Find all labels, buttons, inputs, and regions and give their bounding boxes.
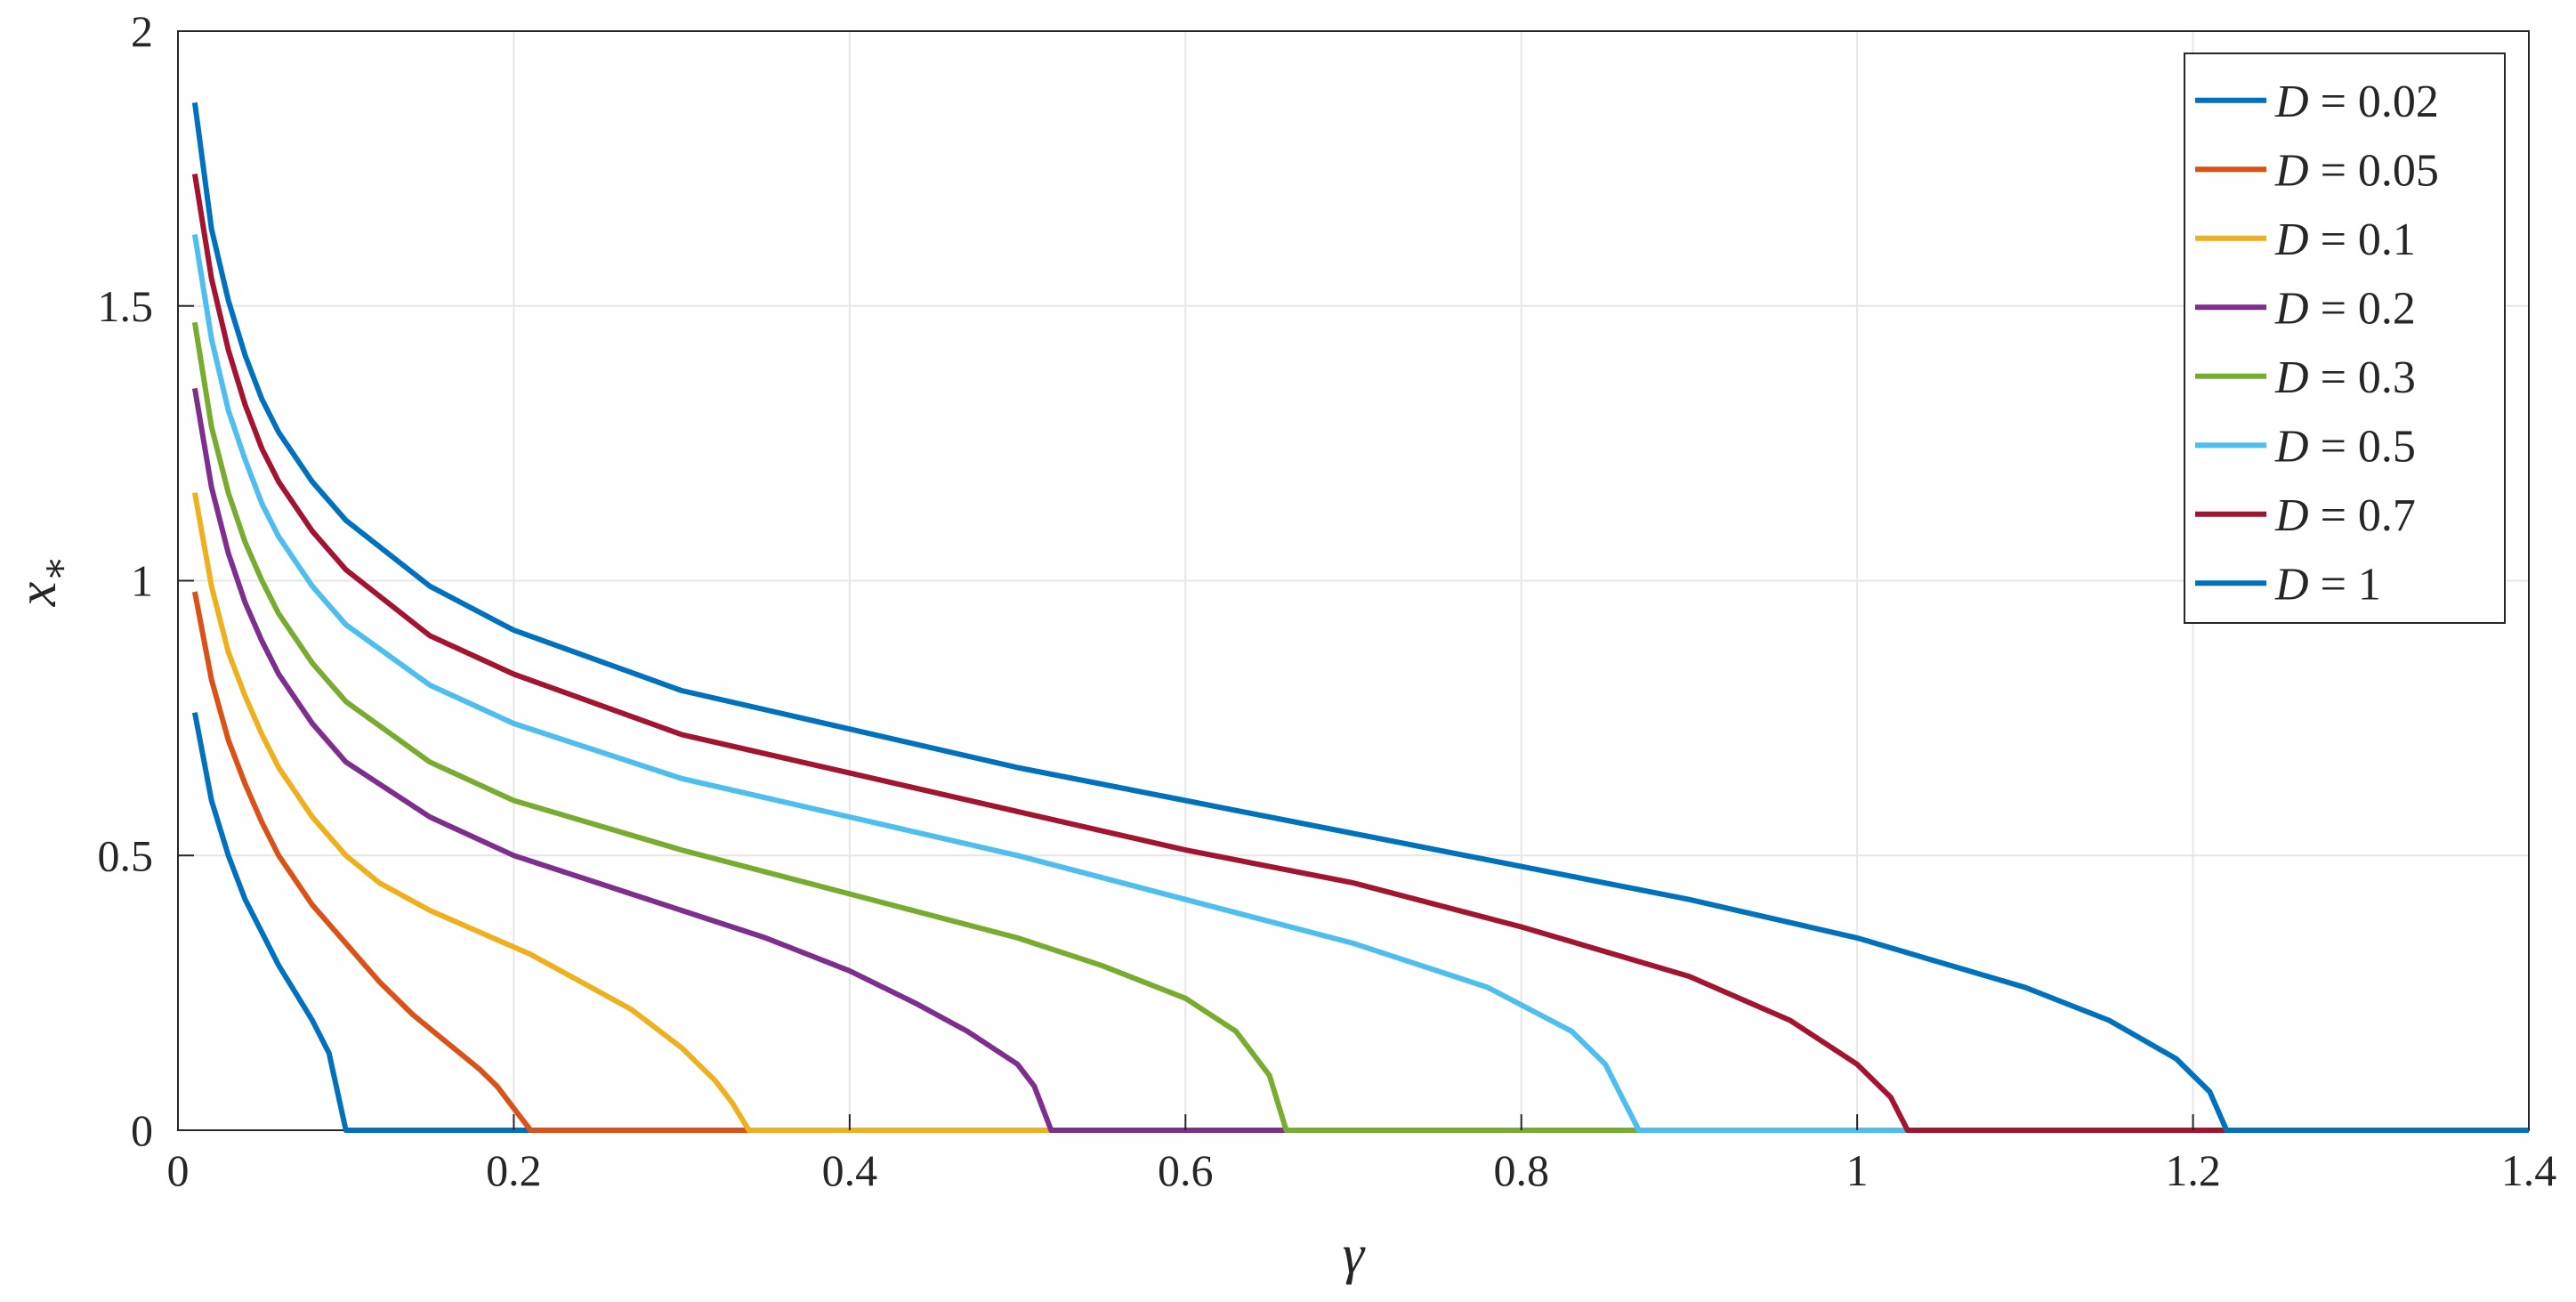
series-line-3 [191, 492, 2529, 1133]
y-tick-label: 1 [131, 556, 153, 606]
x-tick-label: 1.4 [2501, 1145, 2557, 1195]
series-line-7 [191, 174, 2529, 1133]
y-tick-label: 0.5 [98, 830, 154, 880]
x-axis-label: γ [1343, 1225, 1366, 1285]
series-line-8 [191, 101, 2529, 1133]
y-tick-label: 0 [131, 1105, 153, 1155]
x-tick-label: 1 [1846, 1145, 1869, 1195]
series-line-6 [191, 234, 2529, 1133]
legend-entry: D = 0.5 [2274, 421, 2416, 472]
x-tick-label: 0.6 [1158, 1145, 1214, 1195]
legend: D = 0.02 D = 0.05 D = 0.1 D = 0.2 D = 0.3 D =… [2184, 53, 2506, 624]
series-line-4 [191, 387, 2529, 1133]
legend-entry: D = 1 [2274, 559, 2381, 610]
x-tick-label: 0.4 [822, 1145, 878, 1195]
series-line-2 [191, 591, 2529, 1133]
y-tick-label: 1.5 [98, 281, 154, 331]
legend-entry: D = 0.3 [2274, 352, 2416, 403]
y-axis-label: x∗ [7, 555, 77, 607]
legend-entry: D = 0.05 [2274, 145, 2439, 196]
legend-entry: D = 0.7 [2274, 490, 2416, 541]
series-line-1 [191, 712, 2529, 1133]
x-tick-label: 1.2 [2165, 1145, 2221, 1195]
x-tick-label: 0.2 [486, 1145, 542, 1195]
legend-entry: D = 0.1 [2274, 214, 2416, 265]
x-tick-label: 0.8 [1493, 1145, 1549, 1195]
legend-entry: D = 0.2 [2274, 283, 2416, 334]
legend-entry: D = 0.02 [2274, 77, 2439, 127]
series-line-5 [191, 321, 2529, 1133]
y-tick-label: 2 [131, 6, 153, 56]
x-tick-label: 0 [167, 1145, 190, 1195]
legend-box [2184, 53, 2506, 624]
